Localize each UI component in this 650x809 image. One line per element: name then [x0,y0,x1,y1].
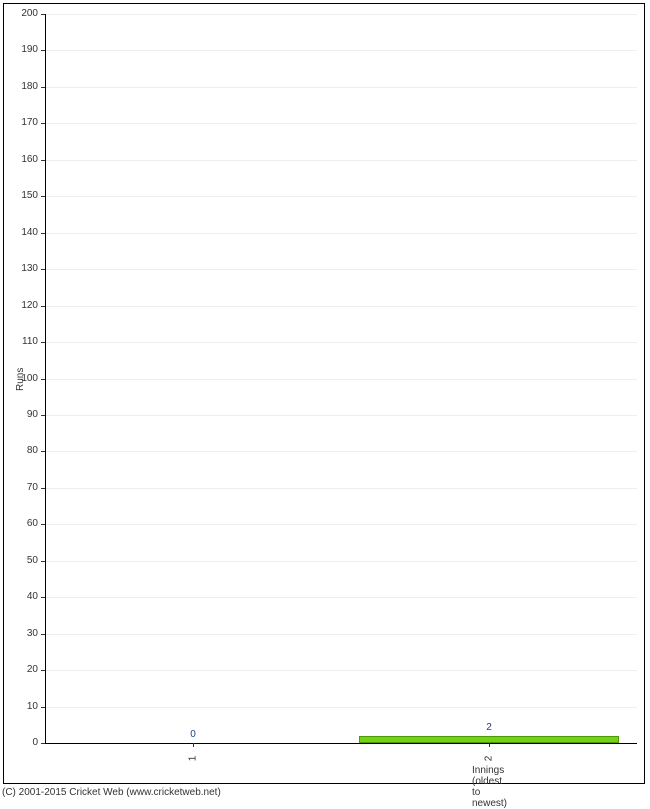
ytick-label: 120 [0,300,38,311]
ytick-label: 0 [0,737,38,748]
ytick-label: 170 [0,117,38,128]
ytick-label: 130 [0,263,38,274]
gridline [45,597,637,598]
y-axis [45,14,46,743]
gridline [45,524,637,525]
gridline [45,123,637,124]
ytick-label: 110 [0,336,38,347]
ytick-label: 200 [0,8,38,19]
gridline [45,269,637,270]
gridline [45,670,637,671]
gridline [45,233,637,234]
copyright-text: (C) 2001-2015 Cricket Web (www.cricketwe… [2,787,221,798]
gridline [45,306,637,307]
gridline [45,196,637,197]
x-axis [45,743,637,744]
ytick-label: 10 [0,701,38,712]
ytick-label: 160 [0,154,38,165]
xtick-label: 1 [188,749,199,769]
gridline [45,561,637,562]
y-axis-label: Runs [15,367,26,390]
ytick-label: 190 [0,44,38,55]
ytick-label: 80 [0,445,38,456]
gridline [45,379,637,380]
bar [359,736,619,743]
ytick-label: 20 [0,664,38,675]
xtick-mark [193,743,194,747]
chart-container: 0102030405060708090100110120130140150160… [0,0,650,800]
ytick-label: 40 [0,591,38,602]
gridline [45,634,637,635]
chart-frame [3,3,645,784]
gridline [45,160,637,161]
ytick-label: 50 [0,555,38,566]
gridline [45,488,637,489]
ytick-label: 150 [0,190,38,201]
gridline [45,342,637,343]
ytick-label: 180 [0,81,38,92]
gridline [45,14,637,15]
gridline [45,707,637,708]
xtick-mark [489,743,490,747]
ytick-label: 140 [0,227,38,238]
gridline [45,87,637,88]
ytick-label: 70 [0,482,38,493]
gridline [45,415,637,416]
gridline [45,50,637,51]
bar-value-label: 0 [163,729,223,740]
ytick-label: 90 [0,409,38,420]
gridline [45,451,637,452]
ytick-label: 60 [0,518,38,529]
bar-value-label: 2 [459,722,519,733]
ytick-label: 30 [0,628,38,639]
